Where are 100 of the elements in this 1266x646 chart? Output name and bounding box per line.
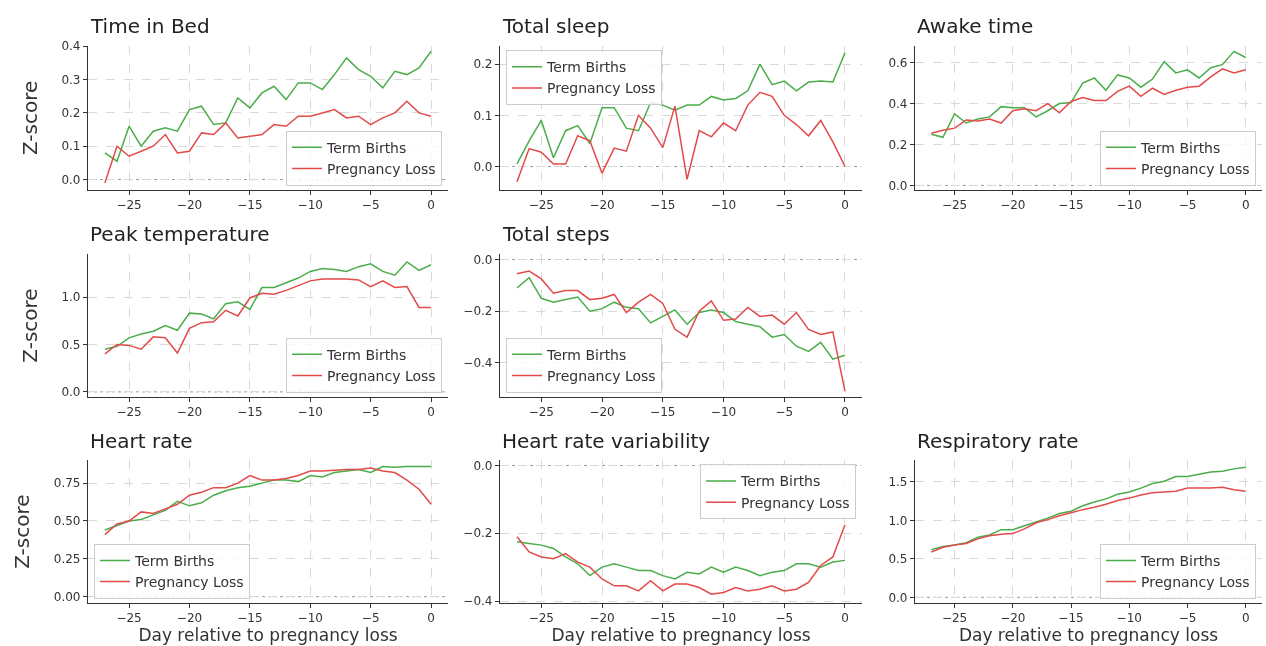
x-tick-label: 0: [1241, 198, 1250, 213]
chart-title: Awake time: [917, 14, 1034, 38]
y-tick-label: 0.3: [61, 72, 81, 87]
legend-label: Term Births: [326, 139, 407, 156]
y-tick-label: 0.2: [61, 106, 81, 121]
chart-title: Total sleep: [502, 14, 610, 38]
legend-label: Term Births: [326, 346, 407, 363]
x-axis-title: Day relative to pregnancy loss: [958, 625, 1219, 646]
line-series: [516, 52, 846, 165]
x-tick-label: 0: [427, 198, 435, 213]
line-series: [930, 68, 1247, 135]
x-tick-label: −10: [1116, 198, 1142, 213]
x-tick-label: −20: [176, 198, 203, 213]
y-tick-label: −0.4: [463, 594, 493, 609]
y-tick-label: 1.5: [888, 475, 908, 490]
x-tick-label: −25: [116, 405, 142, 420]
chart-title: Time in Bed: [90, 14, 210, 38]
y-tick-label: 0.4: [888, 96, 908, 111]
x-tick-label: −5: [775, 405, 794, 420]
legend-label: Term Births: [546, 59, 627, 76]
x-tick-label: −5: [775, 611, 794, 626]
y-tick-label: 0.75: [53, 476, 81, 491]
x-tick-label: 0: [427, 405, 435, 420]
x-tick-label: −10: [1116, 611, 1142, 626]
legend-label: Term Births: [740, 473, 821, 490]
x-tick-label: −15: [650, 198, 676, 213]
x-tick-label: −5: [361, 198, 380, 213]
legend-label: Pregnancy Loss: [547, 80, 656, 97]
x-tick-label: −20: [176, 405, 203, 420]
x-tick-label: −15: [650, 611, 676, 626]
y-tick-label: 0.0: [473, 252, 493, 267]
x-tick-label: −10: [297, 198, 323, 213]
x-tick-label: 0: [841, 405, 849, 420]
x-tick-label: −20: [589, 198, 615, 213]
chart-title: Peak temperature: [90, 222, 270, 246]
chart-title: Respiratory rate: [917, 429, 1079, 453]
x-tick-label: −20: [589, 405, 615, 420]
x-tick-label: −10: [297, 611, 323, 626]
line-series: [104, 50, 432, 162]
line-series: [930, 486, 1247, 553]
chart-title: Total steps: [502, 222, 610, 246]
x-tick-label: −20: [1000, 198, 1026, 213]
y-tick-label: −0.2: [463, 526, 493, 541]
legend-label: Pregnancy Loss: [1141, 574, 1250, 591]
legend-label: Pregnancy Loss: [741, 494, 850, 511]
line-series: [930, 50, 1247, 139]
x-axis-title: Day relative to pregnancy loss: [138, 625, 398, 646]
x-tick-label: −25: [116, 198, 142, 213]
x-tick-label: −15: [650, 405, 676, 420]
x-axis-title: Day relative to pregnancy loss: [551, 625, 811, 646]
line-series: [516, 270, 846, 393]
chart-title: Heart rate: [90, 429, 193, 453]
y-axis-title: Z-score: [10, 494, 35, 569]
line-series: [930, 466, 1247, 551]
y-tick-label: 0.00: [53, 589, 81, 604]
y-tick-label: −0.2: [463, 304, 493, 319]
y-tick-label: 0.0: [888, 590, 908, 605]
y-axis-title: Z-score: [17, 80, 42, 156]
y-tick-label: 0.0: [473, 458, 493, 473]
x-tick-label: −15: [237, 198, 263, 213]
line-series: [516, 540, 846, 580]
legend-label: Pregnancy Loss: [1141, 160, 1250, 177]
legend-label: Term Births: [134, 552, 215, 569]
x-tick-label: −15: [1058, 611, 1084, 626]
x-tick-label: −15: [237, 611, 263, 626]
x-tick-label: −10: [710, 198, 737, 213]
y-tick-label: 0.5: [61, 337, 81, 352]
x-tick-label: −25: [941, 611, 968, 626]
y-tick-label: 0.4: [61, 39, 81, 54]
x-tick-label: −25: [528, 198, 554, 213]
line-series: [104, 261, 432, 350]
y-tick-label: 1.0: [61, 290, 81, 305]
legend-label: Term Births: [1140, 552, 1221, 569]
y-tick-label: 0.1: [61, 139, 81, 154]
y-tick-label: 0.50: [53, 514, 81, 529]
legend-label: Pregnancy Loss: [547, 367, 656, 384]
x-tick-label: −25: [941, 198, 968, 213]
y-tick-label: 0.0: [61, 172, 81, 187]
x-tick-label: −5: [1178, 611, 1197, 626]
y-tick-label: 0.5: [888, 552, 908, 567]
line-series: [516, 276, 846, 360]
x-tick-label: 0: [1241, 611, 1250, 626]
x-tick-label: −20: [176, 611, 203, 626]
x-tick-label: −10: [297, 405, 323, 420]
chart-title: Heart rate variability: [502, 429, 711, 453]
x-tick-label: −20: [589, 611, 615, 626]
legend-label: Term Births: [1140, 139, 1221, 156]
x-tick-label: −15: [1058, 198, 1084, 213]
x-tick-label: −5: [361, 611, 380, 626]
legend-label: Pregnancy Loss: [135, 574, 244, 591]
x-tick-label: −10: [710, 405, 737, 420]
legend-label: Pregnancy Loss: [327, 367, 436, 384]
x-tick-label: −10: [710, 611, 737, 626]
y-tick-label: 0.0: [473, 159, 493, 174]
y-tick-label: 0.25: [53, 552, 81, 567]
y-tick-label: 1.0: [888, 513, 908, 528]
line-series: [516, 524, 846, 596]
legend-label: Pregnancy Loss: [327, 160, 436, 177]
y-axis-title: Z-score: [17, 288, 42, 363]
x-tick-label: 0: [841, 198, 849, 213]
